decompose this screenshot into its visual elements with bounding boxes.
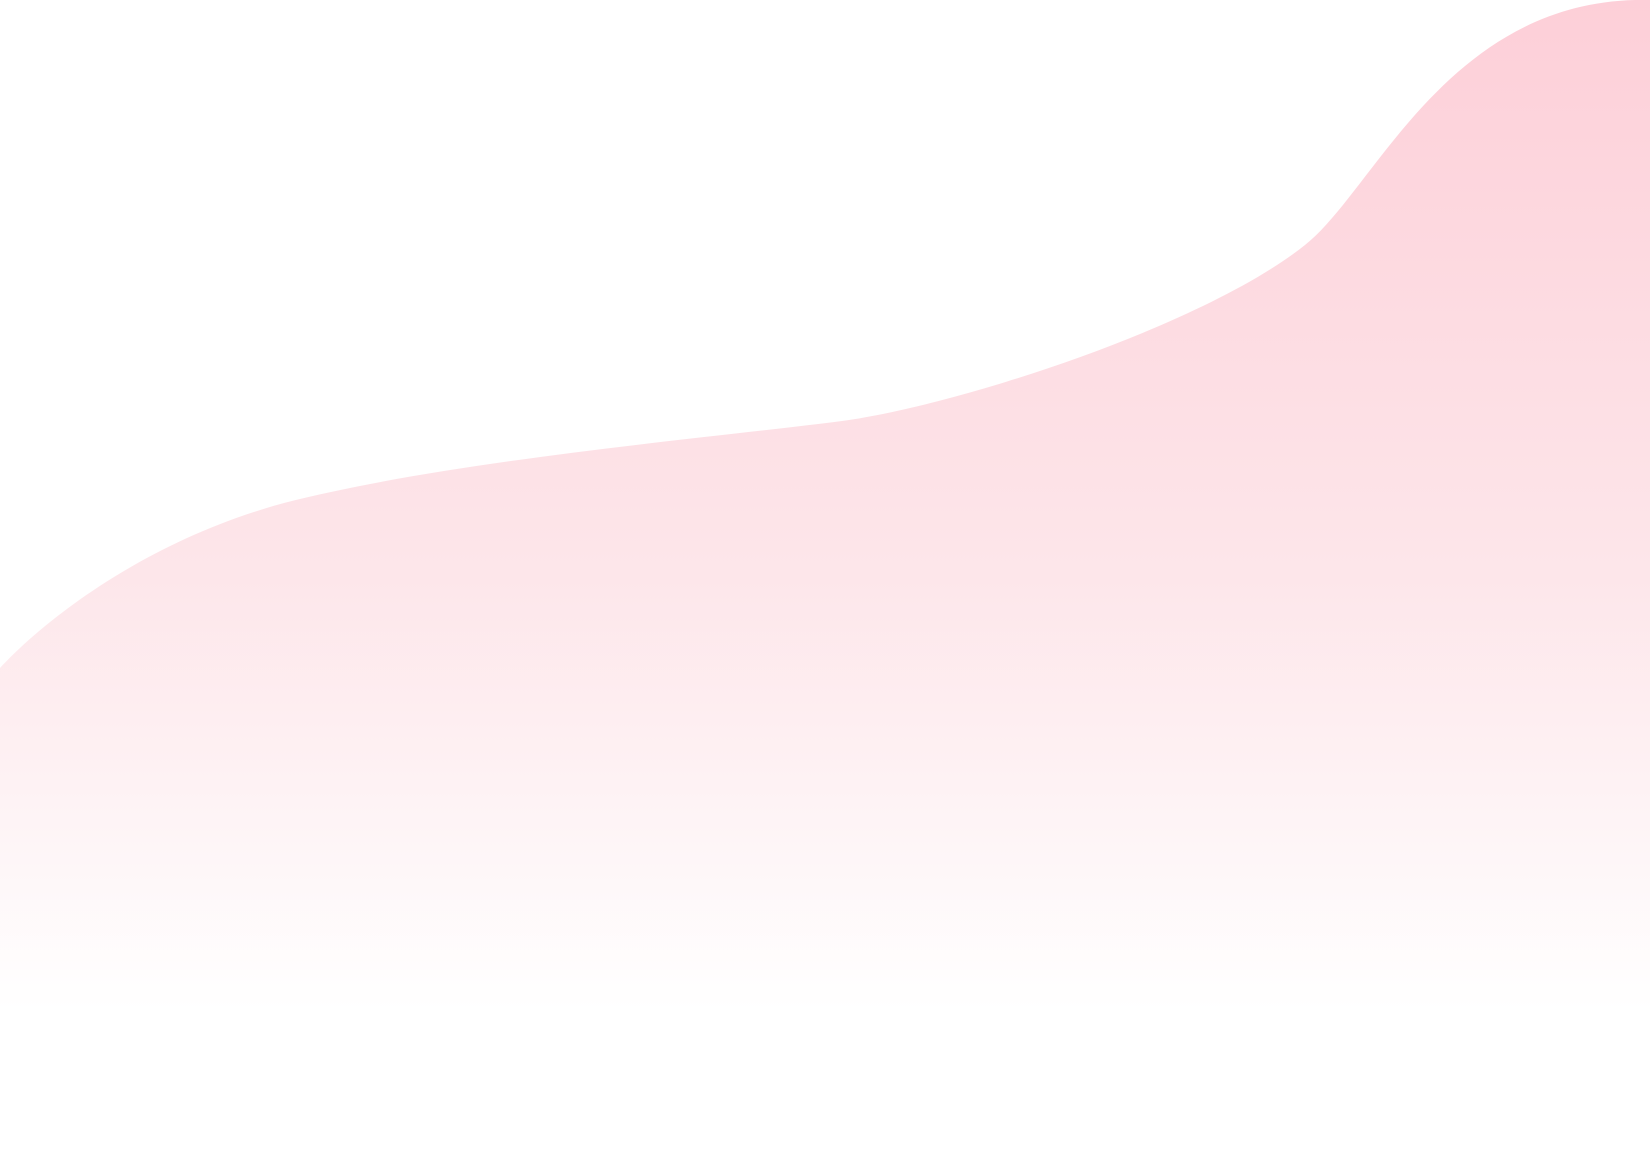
decorative-background-blob [0, 0, 1650, 1149]
pink-wave-shape [0, 0, 1650, 1149]
